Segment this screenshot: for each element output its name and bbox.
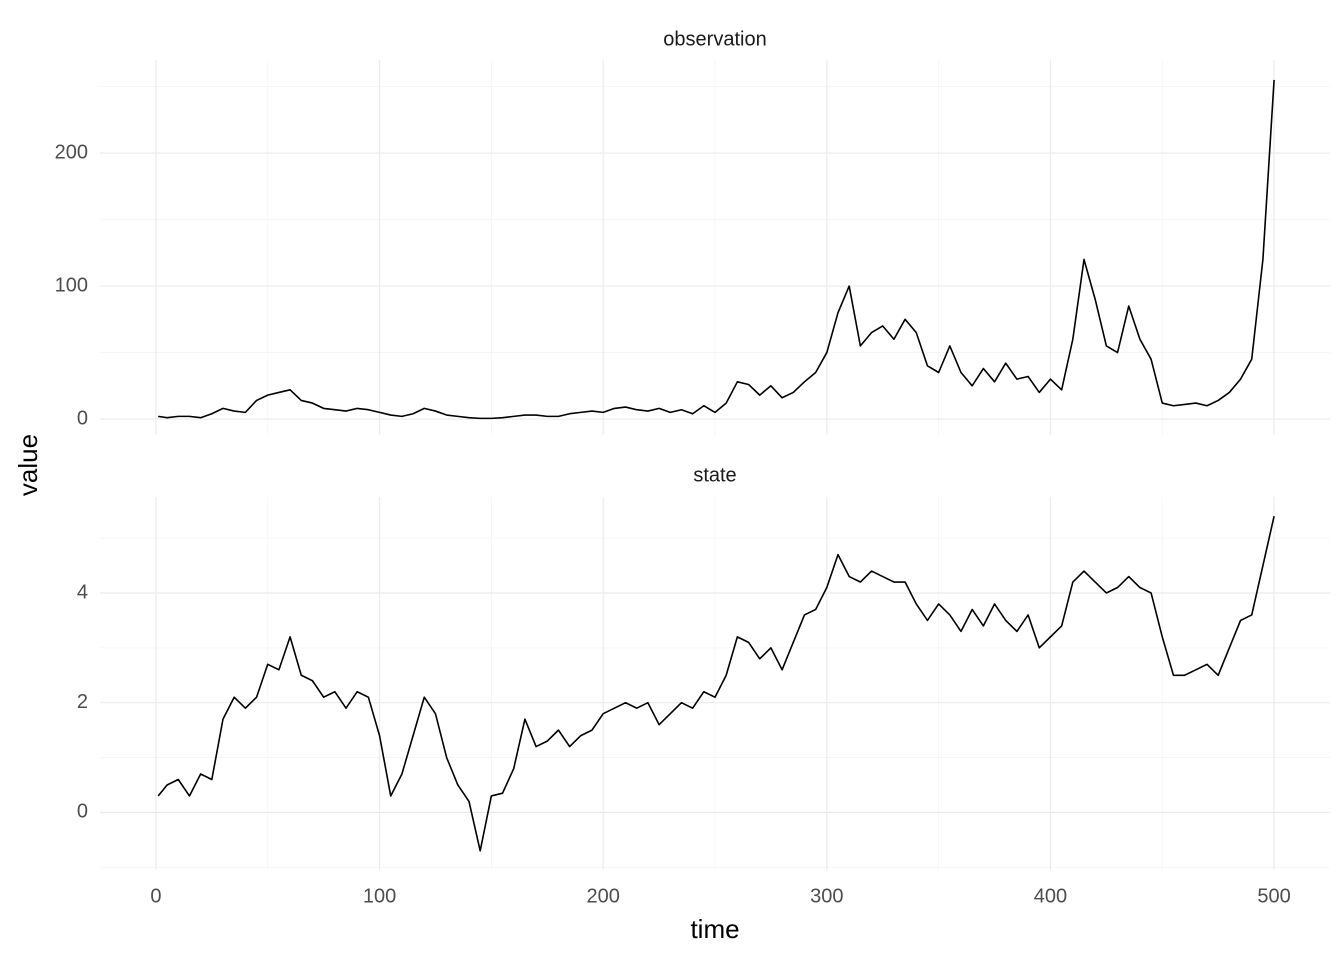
x-tick-label: 300 xyxy=(810,885,843,907)
y-tick-label: 200 xyxy=(55,141,88,163)
y-tick-label: 0 xyxy=(77,801,88,823)
y-tick-label: 4 xyxy=(77,581,88,603)
facet-title: state xyxy=(693,464,736,486)
x-tick-label: 200 xyxy=(586,885,619,907)
y-axis-title: value xyxy=(13,434,43,496)
series-line xyxy=(158,79,1275,420)
x-tick-label: 500 xyxy=(1257,885,1290,907)
series-line xyxy=(157,516,1275,852)
x-tick-label: 100 xyxy=(363,885,396,907)
y-tick-label: 0 xyxy=(77,407,88,429)
y-tick-label: 100 xyxy=(55,274,88,296)
y-tick-label: 2 xyxy=(77,691,88,713)
x-axis-title: time xyxy=(690,914,739,944)
x-tick-label: 0 xyxy=(150,885,161,907)
facet-title: observation xyxy=(663,28,766,50)
x-tick-label: 400 xyxy=(1034,885,1067,907)
